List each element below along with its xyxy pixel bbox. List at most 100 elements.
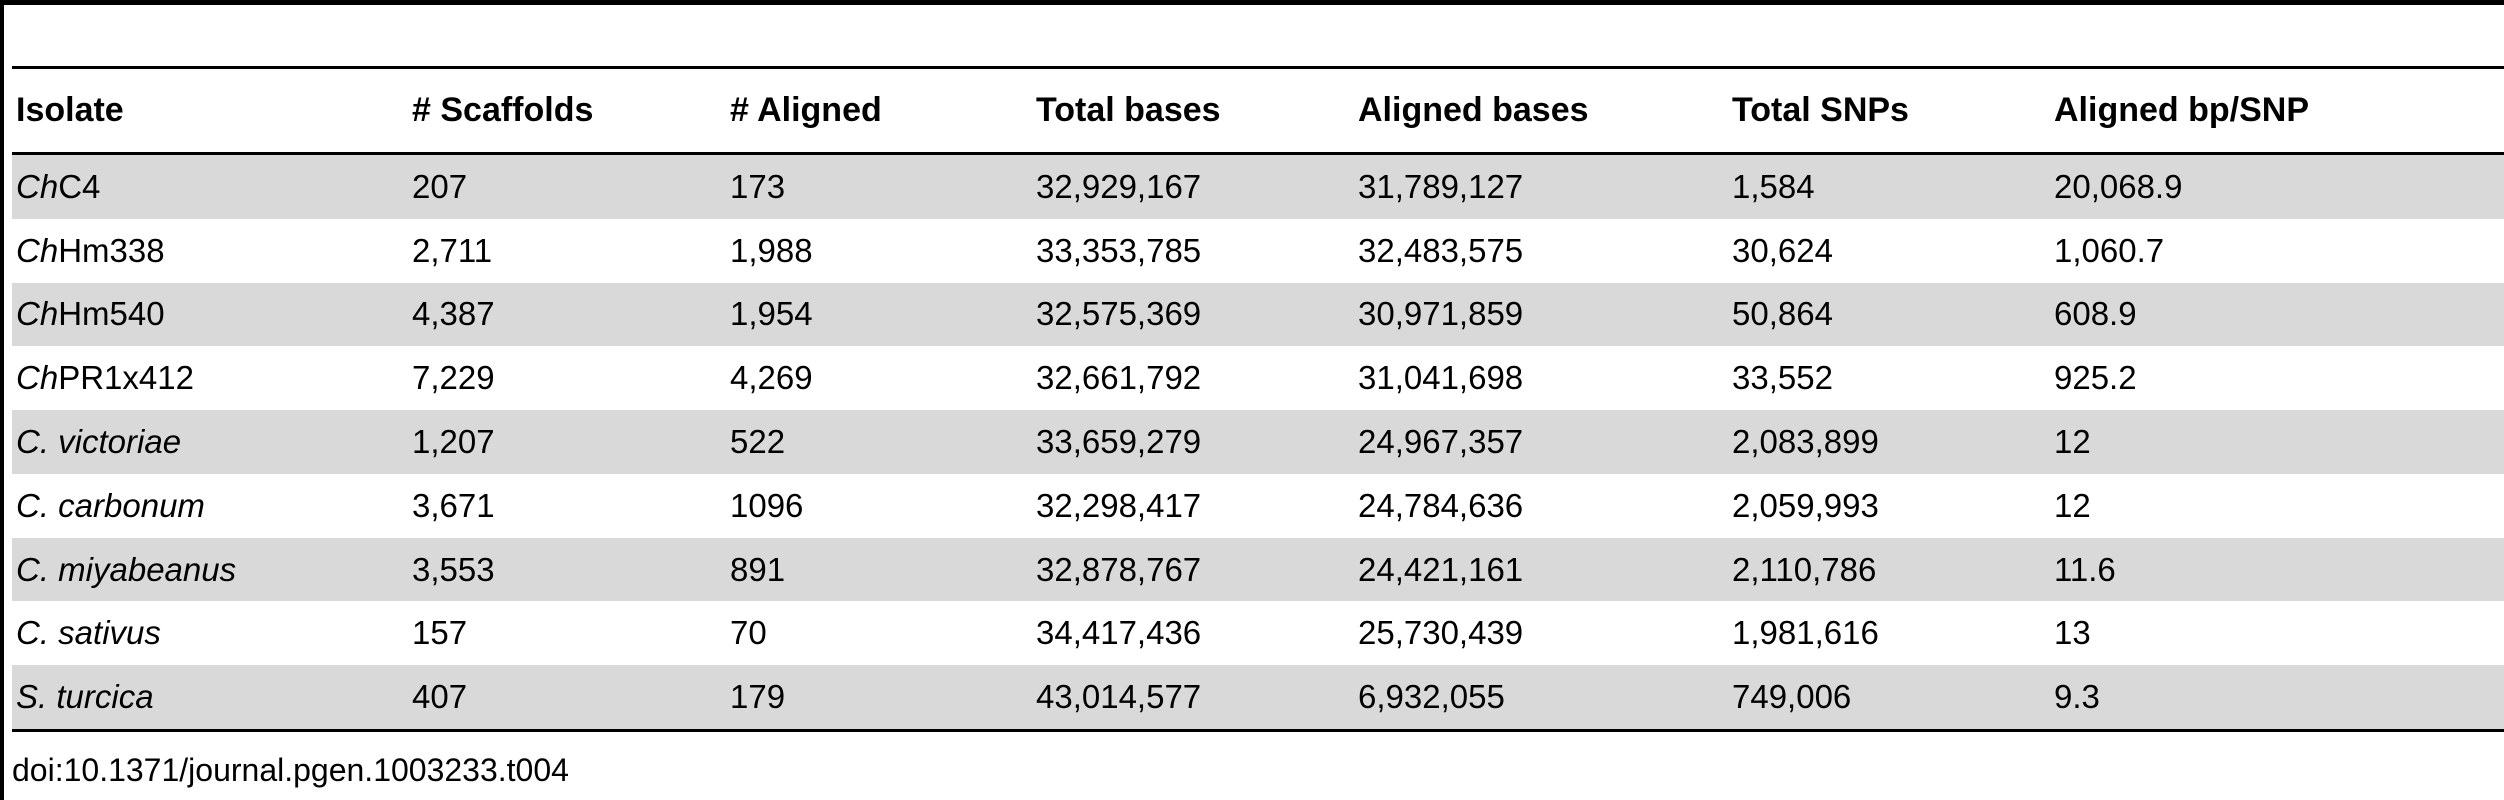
total-bases-cell: 32,298,417 [1036, 486, 1202, 524]
isolate-cell: Ch C4 [16, 155, 100, 219]
total-bases-cell: 33,659,279 [1036, 422, 1202, 460]
aligned-cell: 179 [730, 678, 786, 716]
table-row: S. turcica 407 179 43,014,577 6,932,055 749,0… [12, 665, 2504, 729]
total-bases-cell: 33,353,785 [1036, 231, 1202, 269]
isolate-cell: S. turcica [16, 665, 154, 729]
scaffolds-cell: 7,229 [412, 359, 495, 397]
isolate-cell: C. victoriae [16, 410, 181, 474]
total-snps-cell: 2,083,899 [1732, 422, 1879, 460]
bp-per-snp-cell: 1,060.7 [2054, 231, 2165, 269]
total-bases-cell: 34,417,436 [1036, 614, 1202, 652]
scaffolds-cell: 3,553 [412, 550, 495, 588]
aligned-cell: 1,954 [730, 295, 813, 333]
bp-per-snp-cell: 9.3 [2054, 678, 2100, 716]
total-snps-cell: 1,981,616 [1732, 614, 1879, 652]
bp-per-snp-cell: 925.2 [2054, 359, 2137, 397]
table-row: C. miyabeanus 3,553 891 32,878,767 24,421,16… [12, 537, 2504, 602]
aligned-bases-cell: 31,041,698 [1358, 359, 1524, 397]
header-total-bases: Total bases [1036, 91, 1221, 129]
isolate-cell: C. carbonum [16, 474, 205, 538]
total-snps-cell: 2,059,993 [1732, 486, 1879, 524]
header-isolate: Isolate [16, 91, 124, 129]
bp-per-snp-cell: 12 [2054, 486, 2091, 524]
aligned-bases-cell: 24,784,636 [1358, 486, 1524, 524]
bp-per-snp-cell: 13 [2054, 614, 2091, 652]
total-snps-cell: 30,624 [1732, 231, 1833, 269]
aligned-cell: 1,988 [730, 231, 813, 269]
table-row: Ch Hm338 2,711 1,988 33,353,785 32,483,575 30,… [12, 219, 2504, 283]
bp-per-snp-cell: 11.6 [2054, 550, 2116, 588]
isolate-cell: Ch Hm338 [16, 219, 165, 283]
aligned-bases-cell: 24,967,357 [1358, 422, 1524, 460]
aligned-bases-cell: 30,971,859 [1358, 295, 1524, 333]
isolate-species-prefix: Ch [16, 359, 59, 397]
aligned-bases-cell: 31,789,127 [1358, 167, 1524, 205]
isolate-species-prefix: Ch [16, 231, 59, 269]
isolate-species-prefix: C. victoriae [16, 422, 182, 460]
isolate-species-prefix: C. sativus [16, 614, 161, 652]
table-body: Ch C4 207 173 32,929,167 31,789,127 1,584 20,06… [12, 155, 2504, 729]
isolate-strain-name: Hm540 [58, 295, 165, 333]
total-snps-cell: 1,584 [1732, 167, 1815, 205]
bp-per-snp-cell: 20,068.9 [2054, 167, 2183, 205]
isolate-strain-name: PR1x412 [58, 359, 194, 397]
table-row: C. carbonum 3,671 1096 32,298,417 24,784,636… [12, 474, 2504, 538]
header-aligned: # Aligned [730, 91, 882, 129]
aligned-bases-cell: 6,932,055 [1358, 678, 1505, 716]
header-scaffolds: # Scaffolds [412, 91, 594, 129]
total-snps-cell: 749,006 [1732, 678, 1852, 716]
table-row: Ch C4 207 173 32,929,167 31,789,127 1,584 20,06… [12, 155, 2504, 219]
scaffolds-cell: 157 [412, 614, 468, 652]
isolate-strain-name: C4 [58, 167, 101, 205]
aligned-cell: 522 [730, 422, 786, 460]
scaffolds-cell: 2,711 [412, 231, 493, 269]
table-row: C. sativus 157 70 34,417,436 25,730,439 1,981… [12, 601, 2504, 665]
aligned-cell: 1096 [730, 486, 804, 524]
top-border [0, 0, 2504, 5]
bp-per-snp-cell: 608.9 [2054, 295, 2137, 333]
header-aligned-bases: Aligned bases [1358, 91, 1589, 129]
isolate-strain-name: Hm338 [58, 231, 165, 269]
isolate-species-prefix: C. miyabeanus [16, 550, 237, 588]
aligned-cell: 70 [730, 614, 767, 652]
total-snps-cell: 2,110,786 [1732, 550, 1877, 588]
doi-footer: doi:10.1371/journal.pgen.1003233.t004 [12, 752, 569, 788]
table-bottom-rule [12, 729, 2504, 732]
aligned-cell: 173 [730, 167, 786, 205]
scaffolds-cell: 407 [412, 678, 468, 716]
total-snps-cell: 33,552 [1732, 359, 1833, 397]
table-row: Ch PR1x412 7,229 4,269 32,661,792 31,041,698 3… [12, 346, 2504, 410]
left-border [0, 0, 4, 800]
isolate-species-prefix: S. turcica [16, 678, 154, 716]
aligned-bases-cell: 25,730,439 [1358, 614, 1524, 652]
total-bases-cell: 32,878,767 [1036, 550, 1202, 588]
scaffolds-cell: 1,207 [412, 422, 495, 460]
table-header-row: Isolate # Scaffolds # Aligned Total base… [12, 69, 2504, 152]
header-aligned-bp-per-snp: Aligned bp/SNP [2054, 91, 2309, 129]
aligned-cell: 891 [730, 550, 786, 588]
aligned-cell: 4,269 [730, 359, 813, 397]
header-rule [12, 152, 2504, 155]
scaffolds-cell: 3,671 [412, 486, 495, 524]
aligned-bases-cell: 32,483,575 [1358, 231, 1524, 269]
scaffolds-cell: 207 [412, 167, 468, 205]
isolate-cell: Ch PR1x412 [16, 346, 194, 410]
table-row: C. victoriae 1,207 522 33,659,279 24,967,357… [12, 410, 2504, 474]
isolate-species-prefix: Ch [16, 295, 59, 333]
total-bases-cell: 32,929,167 [1036, 167, 1202, 205]
total-bases-cell: 32,661,792 [1036, 359, 1202, 397]
total-bases-cell: 32,575,369 [1036, 295, 1202, 333]
isolate-cell: C. miyabeanus [16, 538, 236, 602]
header-total-snps: Total SNPs [1732, 91, 1909, 129]
isolate-cell: Ch Hm540 [16, 283, 165, 347]
isolate-cell: C. sativus [16, 601, 161, 665]
table-row: Ch Hm540 4,387 1,954 32,575,369 30,971,859 50,… [12, 282, 2504, 347]
bp-per-snp-cell: 12 [2054, 422, 2091, 460]
total-snps-cell: 50,864 [1732, 295, 1833, 333]
aligned-bases-cell: 24,421,161 [1358, 550, 1524, 588]
isolate-species-prefix: Ch [16, 167, 59, 205]
scaffolds-cell: 4,387 [412, 295, 495, 333]
total-bases-cell: 43,014,577 [1036, 678, 1202, 716]
isolate-species-prefix: C. carbonum [16, 486, 205, 524]
